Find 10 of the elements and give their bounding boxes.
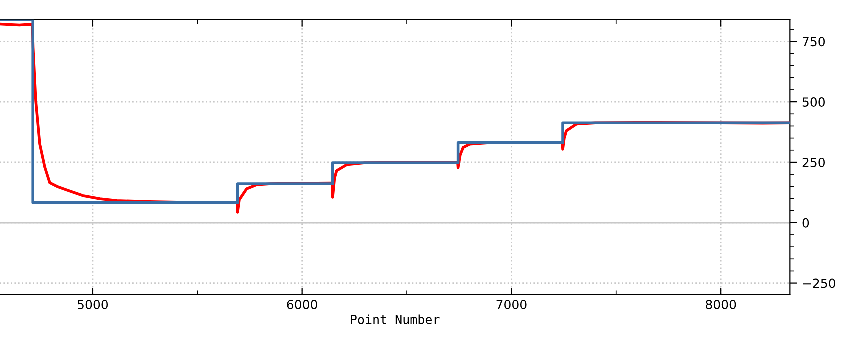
y-tick-label: −250	[803, 278, 836, 288]
x-tick-label: 8000	[706, 300, 736, 310]
y-tick-label: 750	[802, 37, 825, 47]
x-tick-label: 5000	[78, 300, 108, 310]
y-tick-label: 0	[802, 218, 810, 228]
x-tick-label: 7000	[496, 300, 527, 310]
y-tick-label: 500	[802, 98, 825, 107]
x-axis-title: Point Number	[351, 314, 440, 324]
y-tick-label: 250	[802, 158, 825, 168]
x-tick-label: 6000	[287, 300, 318, 310]
